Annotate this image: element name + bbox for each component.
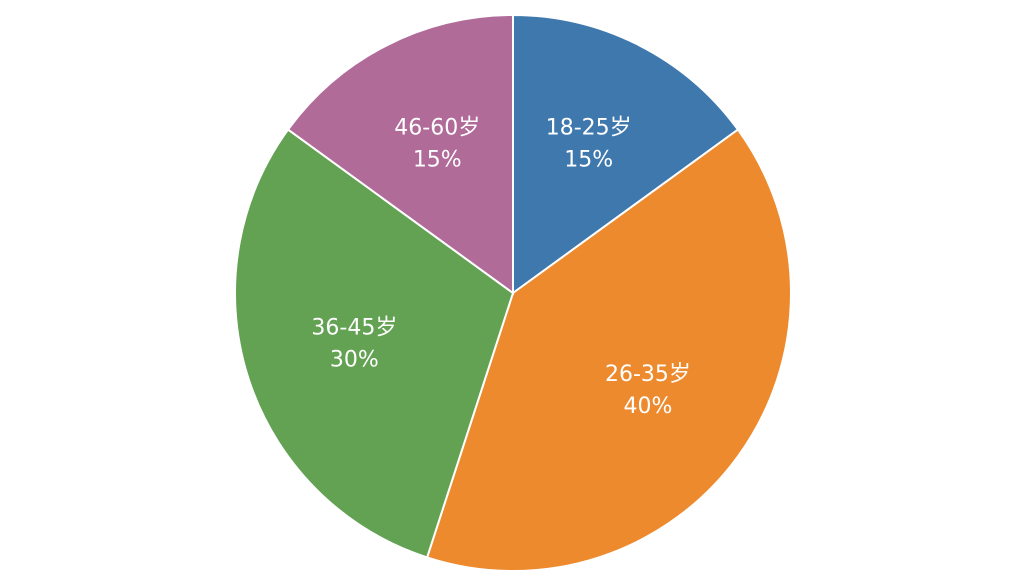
slice-label: 36-45岁 <box>311 316 397 341</box>
slice-value-label: 30% <box>330 348 379 373</box>
pie-slice <box>425 128 792 572</box>
pie-slice <box>512 13 740 295</box>
slice-value-label: 40% <box>623 394 672 419</box>
slice-value-label: 15% <box>413 147 462 172</box>
slice-label: 46-60岁 <box>394 115 480 140</box>
slice-label: 26-35岁 <box>605 362 691 387</box>
pie-slice <box>286 13 514 295</box>
slice-label: 18-25岁 <box>546 115 632 140</box>
pie-slice <box>234 128 515 559</box>
slice-value-label: 15% <box>564 147 613 172</box>
